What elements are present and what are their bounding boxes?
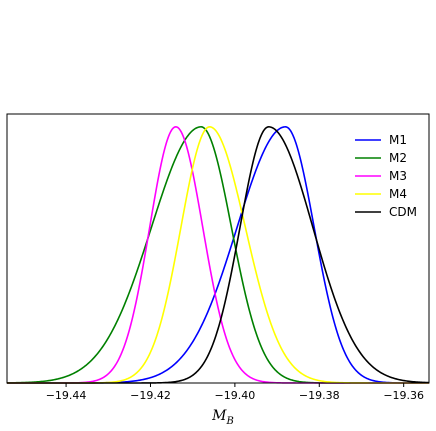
plot-frame (6, 113, 430, 384)
x-tick-label: −19.42 (130, 389, 171, 402)
legend-label: CDM (389, 205, 417, 219)
plot-curves (6, 125, 430, 384)
x-tick-label: −19.44 (46, 389, 87, 402)
legend-label: M2 (389, 151, 407, 165)
x-axis-ticks: −19.44 −19.42 −19.40 −19.38 −19.36 (46, 383, 424, 402)
legend-label: M3 (389, 169, 407, 183)
x-axis-label-main: M (211, 408, 227, 424)
x-tick-label: −19.40 (215, 389, 256, 402)
x-tick-label: −19.38 (299, 389, 340, 402)
series-line-m2 (6, 126, 429, 384)
legend-label: M4 (389, 187, 407, 201)
x-axis-label: MB (211, 408, 234, 427)
legend-label: M1 (389, 133, 407, 147)
x-axis-label-sub: B (225, 416, 233, 427)
x-tick-label: −19.36 (383, 389, 424, 402)
legend: M1 M2 M3 M4 CDM (355, 133, 417, 219)
